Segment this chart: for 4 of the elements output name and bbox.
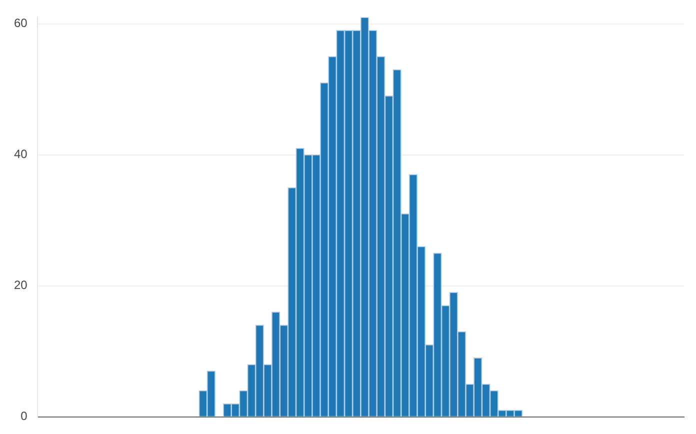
y-tick-label: 20 <box>14 278 28 292</box>
y-tick-label: 60 <box>14 16 28 30</box>
y-tick-label: 0 <box>20 409 28 424</box>
y-tick-label: 40 <box>14 147 28 162</box>
